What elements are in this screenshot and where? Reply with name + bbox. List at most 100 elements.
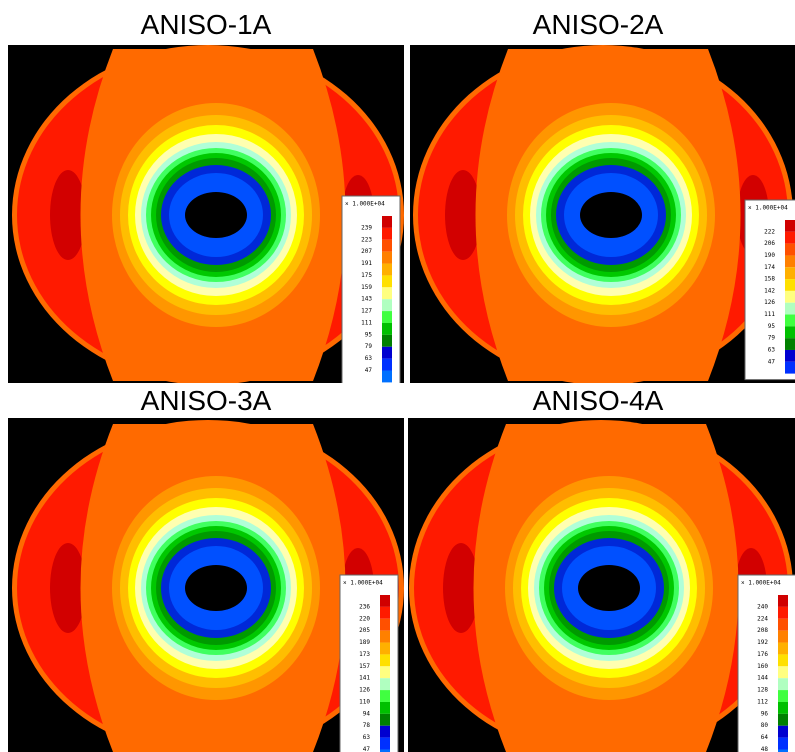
legend-label: 160 xyxy=(757,663,768,670)
legend-swatch xyxy=(785,349,795,362)
legend-swatch xyxy=(380,678,390,691)
legend-label: 63 xyxy=(363,734,371,741)
legend-label: 190 xyxy=(764,252,775,259)
legend-swatch xyxy=(382,370,392,383)
legend-label: 47 xyxy=(363,746,371,752)
legend-label: 47 xyxy=(365,367,373,374)
contour-panel: × 1.000E+04 236 220 205 189 173 157 141 126 110 94… xyxy=(8,418,404,752)
legend-swatch xyxy=(382,334,392,347)
legend-swatch xyxy=(382,227,392,240)
legend-swatch xyxy=(380,725,390,738)
legend-header: × 1.000E+04 xyxy=(343,580,383,587)
legend-label: 142 xyxy=(764,287,775,294)
legend-label: 220 xyxy=(359,615,370,622)
contour-plot: × 1.000E+04 240 224 208 192 176 160 144 128 112 96… xyxy=(409,420,795,752)
legend-label: 236 xyxy=(359,603,370,610)
legend-label: 143 xyxy=(361,296,372,303)
legend-label: 206 xyxy=(764,240,775,247)
legend-label: 174 xyxy=(764,264,775,271)
legend-label: 79 xyxy=(365,343,373,350)
legend-label: 208 xyxy=(757,627,768,634)
legend-label: 111 xyxy=(764,311,775,318)
legend-label: 126 xyxy=(359,687,370,694)
legend-swatch xyxy=(778,690,788,702)
legend-label: 95 xyxy=(768,323,776,330)
legend-label: 110 xyxy=(359,698,370,705)
legend-swatch xyxy=(380,701,390,714)
legend-swatch xyxy=(380,737,390,750)
legend-label: 176 xyxy=(757,651,768,658)
legend-label: 159 xyxy=(361,284,372,291)
legend-swatch xyxy=(785,338,795,350)
legend-swatch xyxy=(382,216,392,228)
legend-swatch xyxy=(778,666,788,679)
legend-label: 48 xyxy=(761,746,769,752)
legend-swatch xyxy=(778,630,788,643)
contour-plot: × 1.000E+04 222 206 190 174 158 142 126 111 95 79 6… xyxy=(413,45,795,383)
legend-swatch xyxy=(785,326,795,339)
side-spot xyxy=(443,543,479,633)
legend-swatch xyxy=(778,678,788,691)
legend-swatch xyxy=(382,251,392,264)
contour-panel: × 1.000E+04 239 223 207 191 175 159 143 127 111 95… xyxy=(8,45,404,383)
legend-swatch xyxy=(785,314,795,327)
legend-swatch xyxy=(785,220,795,232)
contour-panel: × 1.000E+04 222 206 190 174 158 142 126 111 95 79 6… xyxy=(410,45,795,383)
legend-swatch xyxy=(380,713,390,726)
legend-label: 63 xyxy=(365,355,373,362)
legend-swatch xyxy=(382,299,392,312)
legend-swatch xyxy=(380,666,390,679)
legend-swatch xyxy=(382,346,392,359)
contour-band xyxy=(185,565,247,611)
legend-label: 96 xyxy=(761,710,769,717)
legend-label: 222 xyxy=(764,228,775,235)
legend-label: 207 xyxy=(361,248,372,255)
contour-plot: × 1.000E+04 239 223 207 191 175 159 143 127 111 95… xyxy=(12,45,404,383)
legend-swatch xyxy=(382,287,392,300)
legend-label: 240 xyxy=(757,603,768,610)
legend-label: 80 xyxy=(761,722,769,729)
legend-label: 126 xyxy=(764,299,775,306)
side-spot xyxy=(50,170,86,260)
legend-label: 63 xyxy=(768,346,776,353)
legend-label: 144 xyxy=(757,675,768,682)
legend-swatch xyxy=(382,239,392,252)
legend-label: 141 xyxy=(359,675,370,682)
legend-swatch xyxy=(380,630,390,643)
legend-label: 191 xyxy=(361,260,372,267)
legend-label: 192 xyxy=(757,639,768,646)
contour-plot: × 1.000E+04 236 220 205 189 173 157 141 126 110 94… xyxy=(12,420,404,752)
legend-swatch xyxy=(778,737,788,750)
contour-panel: × 1.000E+04 240 224 208 192 176 160 144 128 112 96… xyxy=(408,418,795,752)
legend-swatch xyxy=(382,263,392,276)
legend-label: 189 xyxy=(359,639,370,646)
legend-label: 112 xyxy=(757,698,768,705)
legend-label: 111 xyxy=(361,319,372,326)
legend-label: 223 xyxy=(361,236,372,243)
legend-swatch xyxy=(785,243,795,256)
legend-swatch xyxy=(778,642,788,655)
legend-label: 47 xyxy=(768,358,776,365)
legend-swatch xyxy=(778,713,788,726)
legend-swatch xyxy=(380,595,390,607)
legend-label: 239 xyxy=(361,224,372,231)
legend-swatch xyxy=(382,275,392,288)
side-spot xyxy=(445,170,481,260)
legend-label: 175 xyxy=(361,272,372,279)
panel-title: ANISO-1A xyxy=(140,9,272,40)
legend-header: × 1.000E+04 xyxy=(345,201,385,208)
legend-label: 78 xyxy=(363,722,371,729)
legend-label: 157 xyxy=(359,663,370,670)
legend-swatch xyxy=(785,290,795,303)
legend-swatch xyxy=(380,749,390,752)
legend-swatch xyxy=(380,618,390,631)
legend-swatch xyxy=(382,322,392,335)
legend-swatch xyxy=(785,255,795,268)
side-spot xyxy=(50,543,86,633)
legend-label: 64 xyxy=(761,734,769,741)
legend-swatch xyxy=(785,302,795,315)
legend-swatch xyxy=(778,725,788,738)
legend-swatch xyxy=(785,267,795,280)
contour-band xyxy=(580,192,642,238)
